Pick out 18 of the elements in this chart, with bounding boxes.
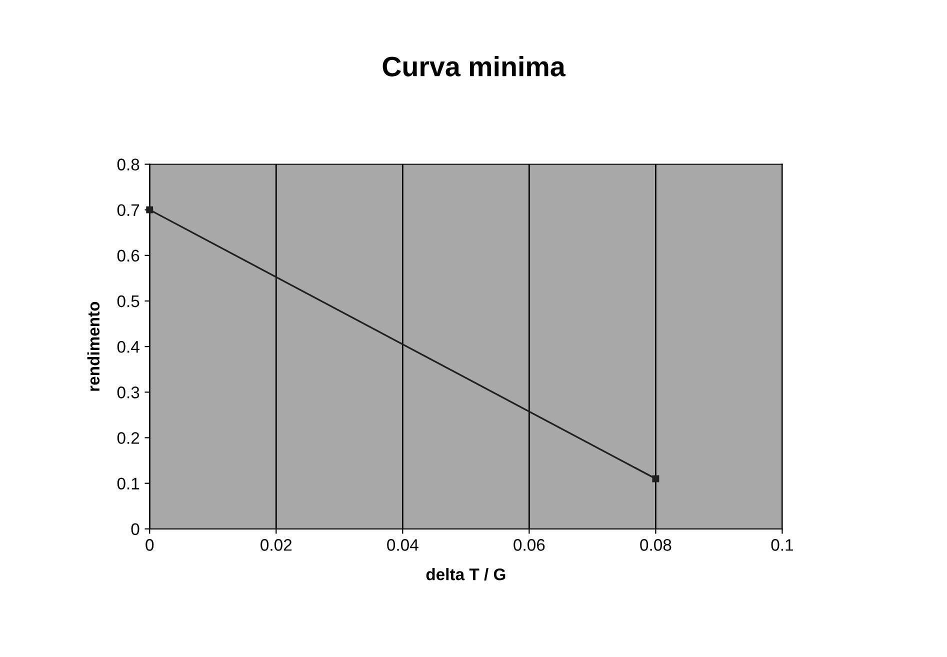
- y-tick-label: 0.7: [117, 204, 140, 216]
- y-tick-label: 0.4: [117, 340, 140, 353]
- x-axis-title: delta T / G: [426, 568, 506, 580]
- y-tick-label: 0.8: [117, 158, 140, 170]
- x-tick-label: 0.04: [387, 539, 418, 551]
- y-tick-label: 0.6: [117, 250, 140, 262]
- y-tick-label: 0.2: [117, 432, 140, 444]
- x-tick-label: 0.06: [514, 539, 545, 551]
- x-tick-label: 0.08: [640, 539, 672, 551]
- x-tick-label: 0.1: [771, 539, 793, 551]
- x-tick-label: 0.02: [260, 539, 292, 551]
- chart-title: Curva minima: [382, 56, 566, 76]
- y-tick-label: 0: [131, 523, 140, 536]
- y-tick-label: 0.5: [117, 295, 140, 308]
- y-axis-title: rendimento: [87, 302, 100, 391]
- y-tick-label: 0.1: [117, 478, 140, 490]
- x-tick-label: 0: [146, 539, 154, 551]
- y-tick-label: 0.3: [117, 386, 140, 398]
